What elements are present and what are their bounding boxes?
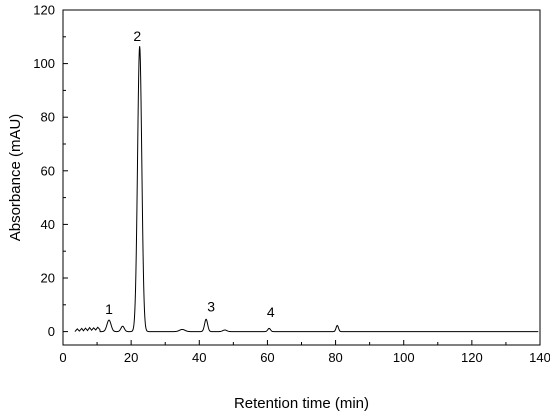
y-tick-label: 100 — [33, 56, 55, 71]
y-tick-label: 0 — [48, 324, 55, 339]
x-axis-title: Retention time (min) — [234, 395, 369, 412]
x-tick-label: 100 — [393, 350, 415, 365]
axes-frame — [62, 9, 541, 346]
peak-label: 3 — [207, 299, 215, 315]
x-tick-label: 140 — [529, 350, 550, 365]
x-tick-label: 120 — [461, 350, 483, 365]
peak-label: 4 — [267, 304, 275, 320]
y-axis-ticks: 0 20 40 60 80 100 120 — [33, 3, 68, 339]
y-axis-title: Absorbance (mAU) — [7, 114, 24, 242]
x-tick-label: 40 — [192, 350, 206, 365]
y-tick-label: 20 — [41, 271, 55, 286]
peak-label: 2 — [133, 28, 141, 44]
x-tick-label: 80 — [328, 350, 342, 365]
y-tick-label: 40 — [41, 217, 55, 232]
peak-label: 1 — [105, 301, 113, 317]
peak-annotations: 1 2 3 4 — [105, 28, 275, 320]
series-line-chromatogram — [74, 46, 539, 333]
x-tick-label: 60 — [260, 350, 274, 365]
y-tick-label: 60 — [41, 163, 55, 178]
x-tick-label: 20 — [124, 350, 138, 365]
y-tick-label: 120 — [33, 3, 55, 18]
plot-frame — [62, 9, 541, 346]
x-axis-ticks: 0 20 40 60 80 100 120 140 — [59, 340, 550, 365]
x-tick-label: 0 — [59, 350, 66, 365]
y-tick-label: 80 — [41, 110, 55, 125]
